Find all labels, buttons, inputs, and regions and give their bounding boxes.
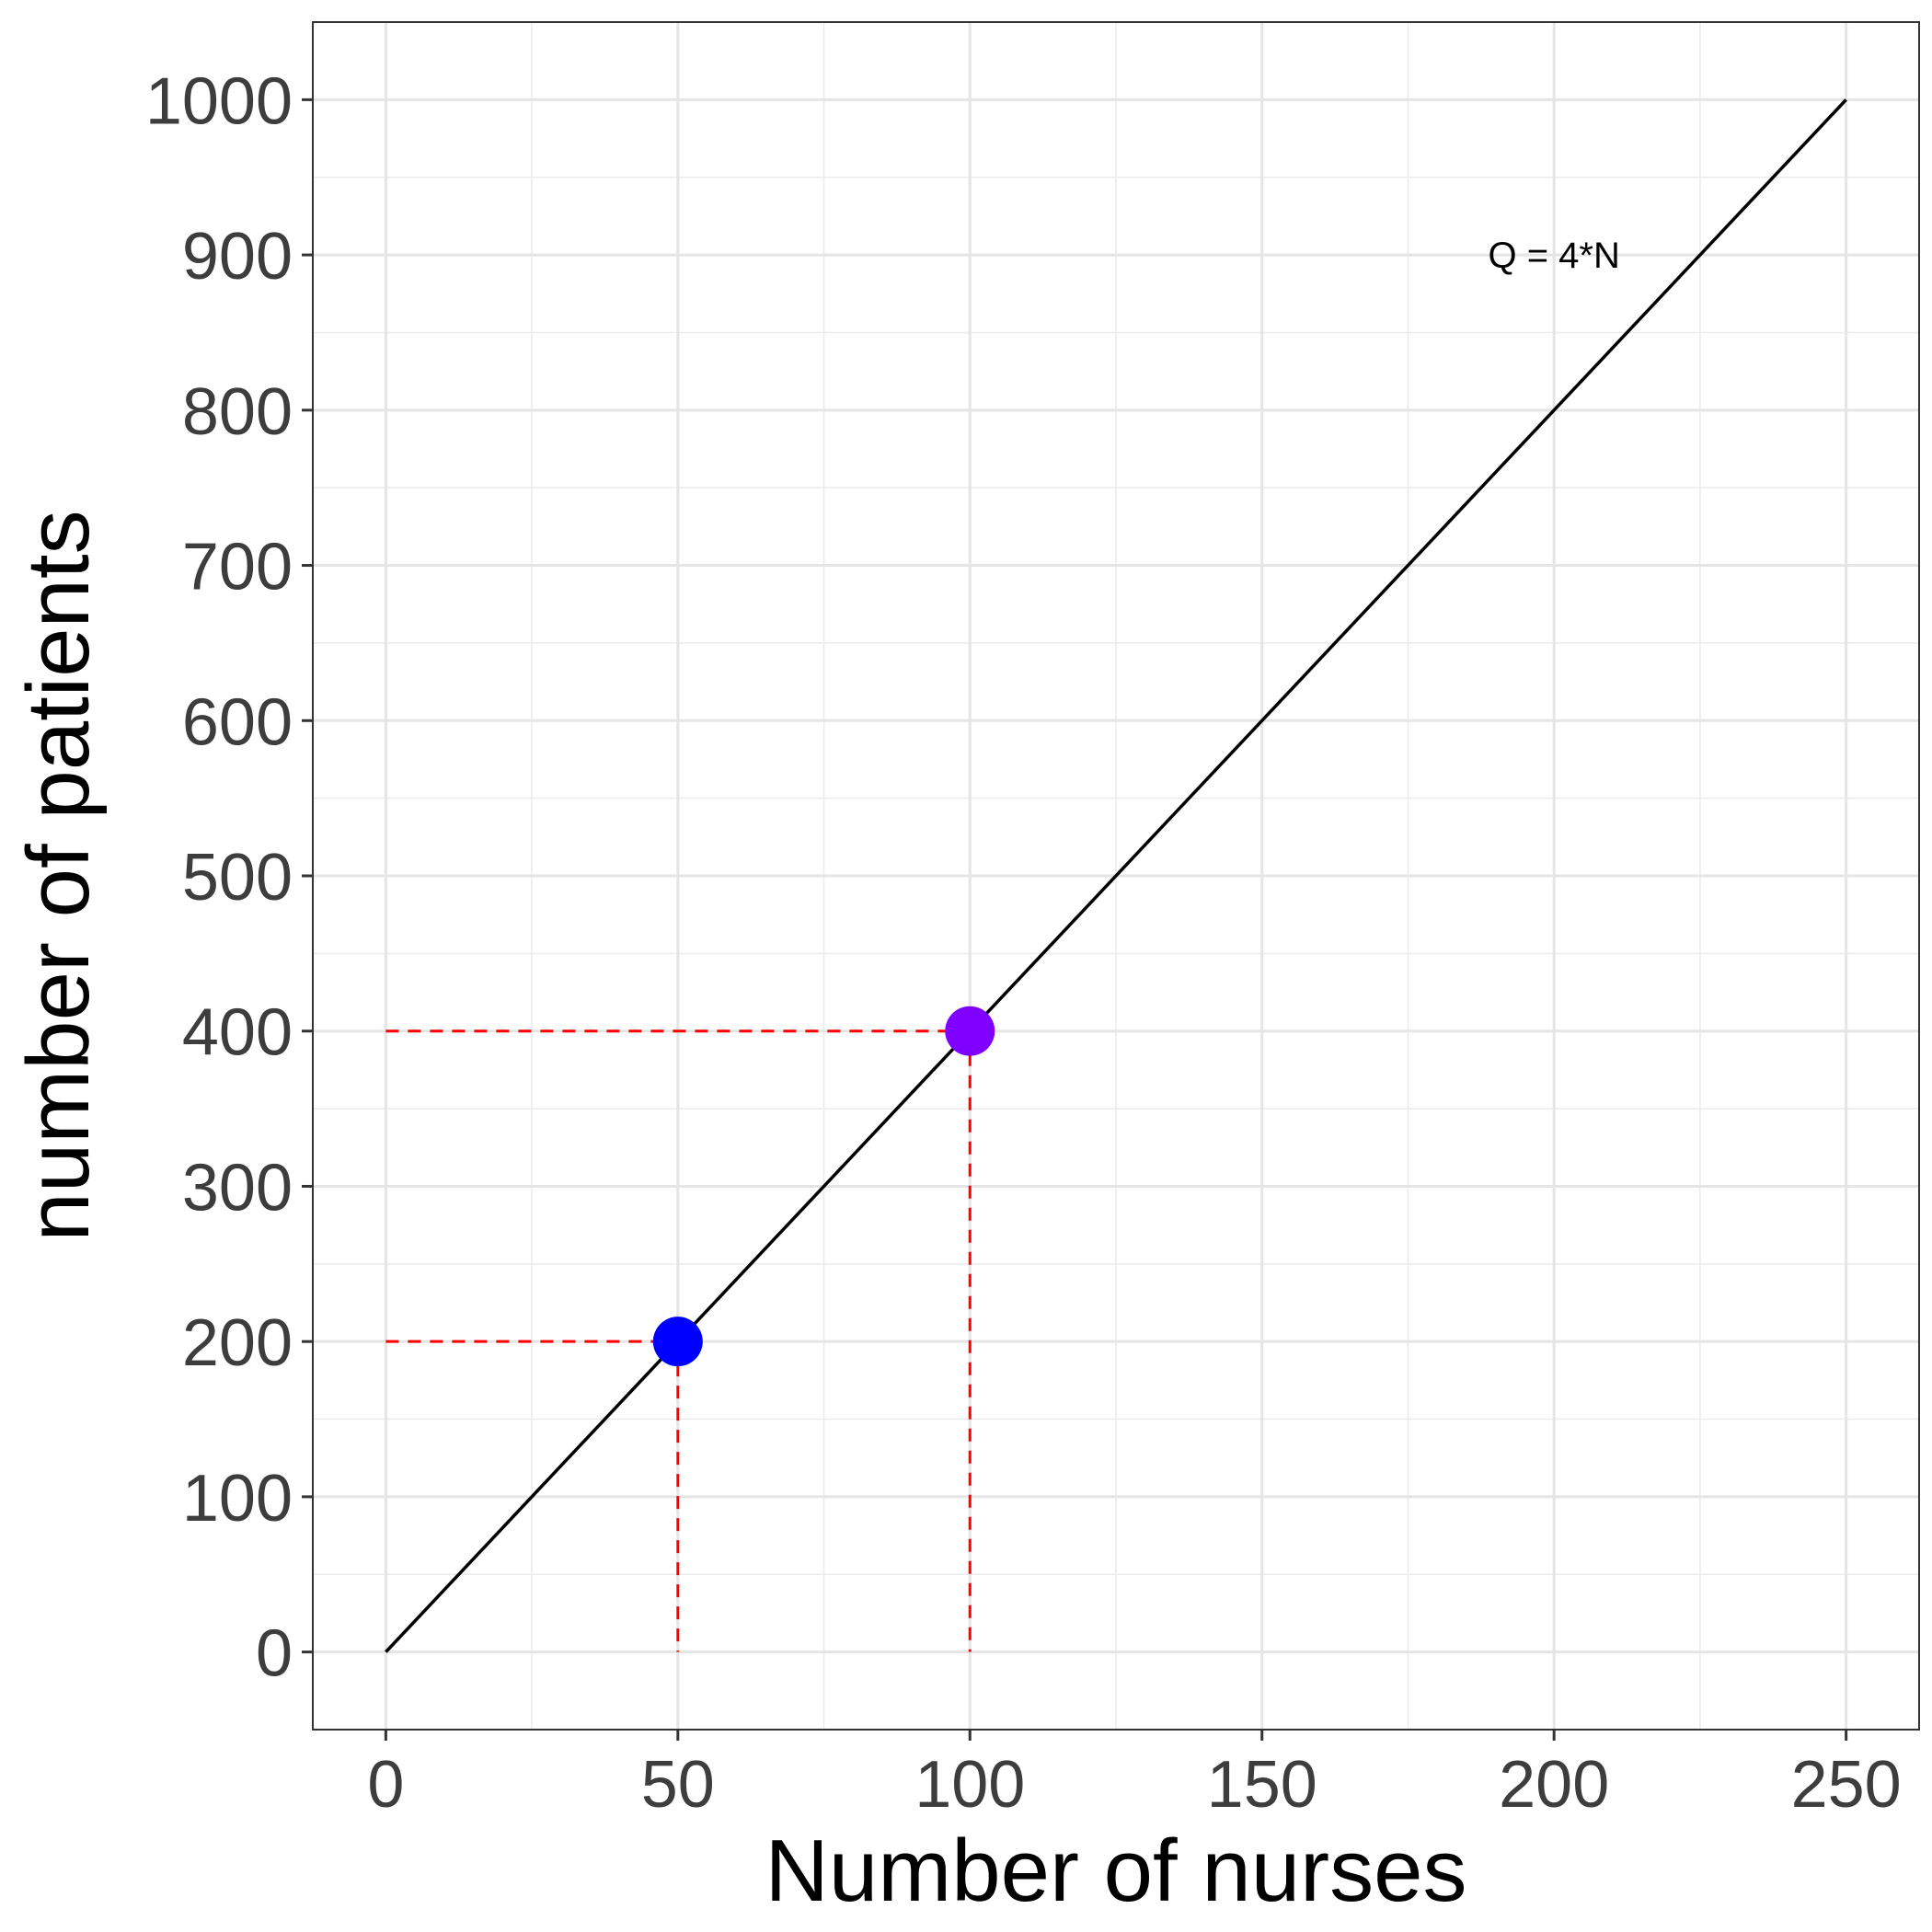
data-point <box>945 1006 995 1056</box>
y-tick-label: 200 <box>182 1306 293 1380</box>
x-tick-label: 200 <box>1499 1748 1609 1822</box>
y-tick-label: 400 <box>182 996 293 1070</box>
y-tick-label: 900 <box>182 220 293 293</box>
y-axis-ticks: 0 100 200 300 400 500 600 700 800 900 1000 <box>145 64 313 1691</box>
y-tick-label: 800 <box>182 375 293 449</box>
y-tick-label: 500 <box>182 841 293 914</box>
x-tick-label: 250 <box>1791 1748 1902 1822</box>
x-tick-label: 150 <box>1207 1748 1317 1822</box>
y-tick-label: 700 <box>182 531 293 604</box>
data-point <box>652 1317 703 1367</box>
y-tick-label: 0 <box>256 1617 293 1691</box>
x-tick-label: 100 <box>914 1748 1025 1822</box>
y-tick-label: 600 <box>182 685 293 759</box>
y-tick-label: 300 <box>182 1151 293 1225</box>
series-line <box>385 98 1847 1653</box>
annotation-label: Q = 4*N <box>1488 236 1619 276</box>
y-axis-title: number of patients <box>9 510 108 1241</box>
annotation-layer: Q = 4*N <box>1488 236 1619 276</box>
y-tick-label: 100 <box>182 1462 293 1535</box>
x-tick-label: 0 <box>367 1748 404 1822</box>
x-tick-label: 50 <box>641 1748 715 1822</box>
series-layer <box>385 98 1847 1653</box>
x-axis-title: Number of nurses <box>765 1822 1467 1920</box>
y-tick-label: 1000 <box>145 64 293 138</box>
points-layer <box>652 1006 995 1367</box>
major-grid <box>313 22 1919 1730</box>
minor-grid <box>313 22 1919 1730</box>
guide-lines <box>385 1029 972 1652</box>
x-axis-ticks: 0 50 100 150 200 250 <box>367 1730 1902 1822</box>
